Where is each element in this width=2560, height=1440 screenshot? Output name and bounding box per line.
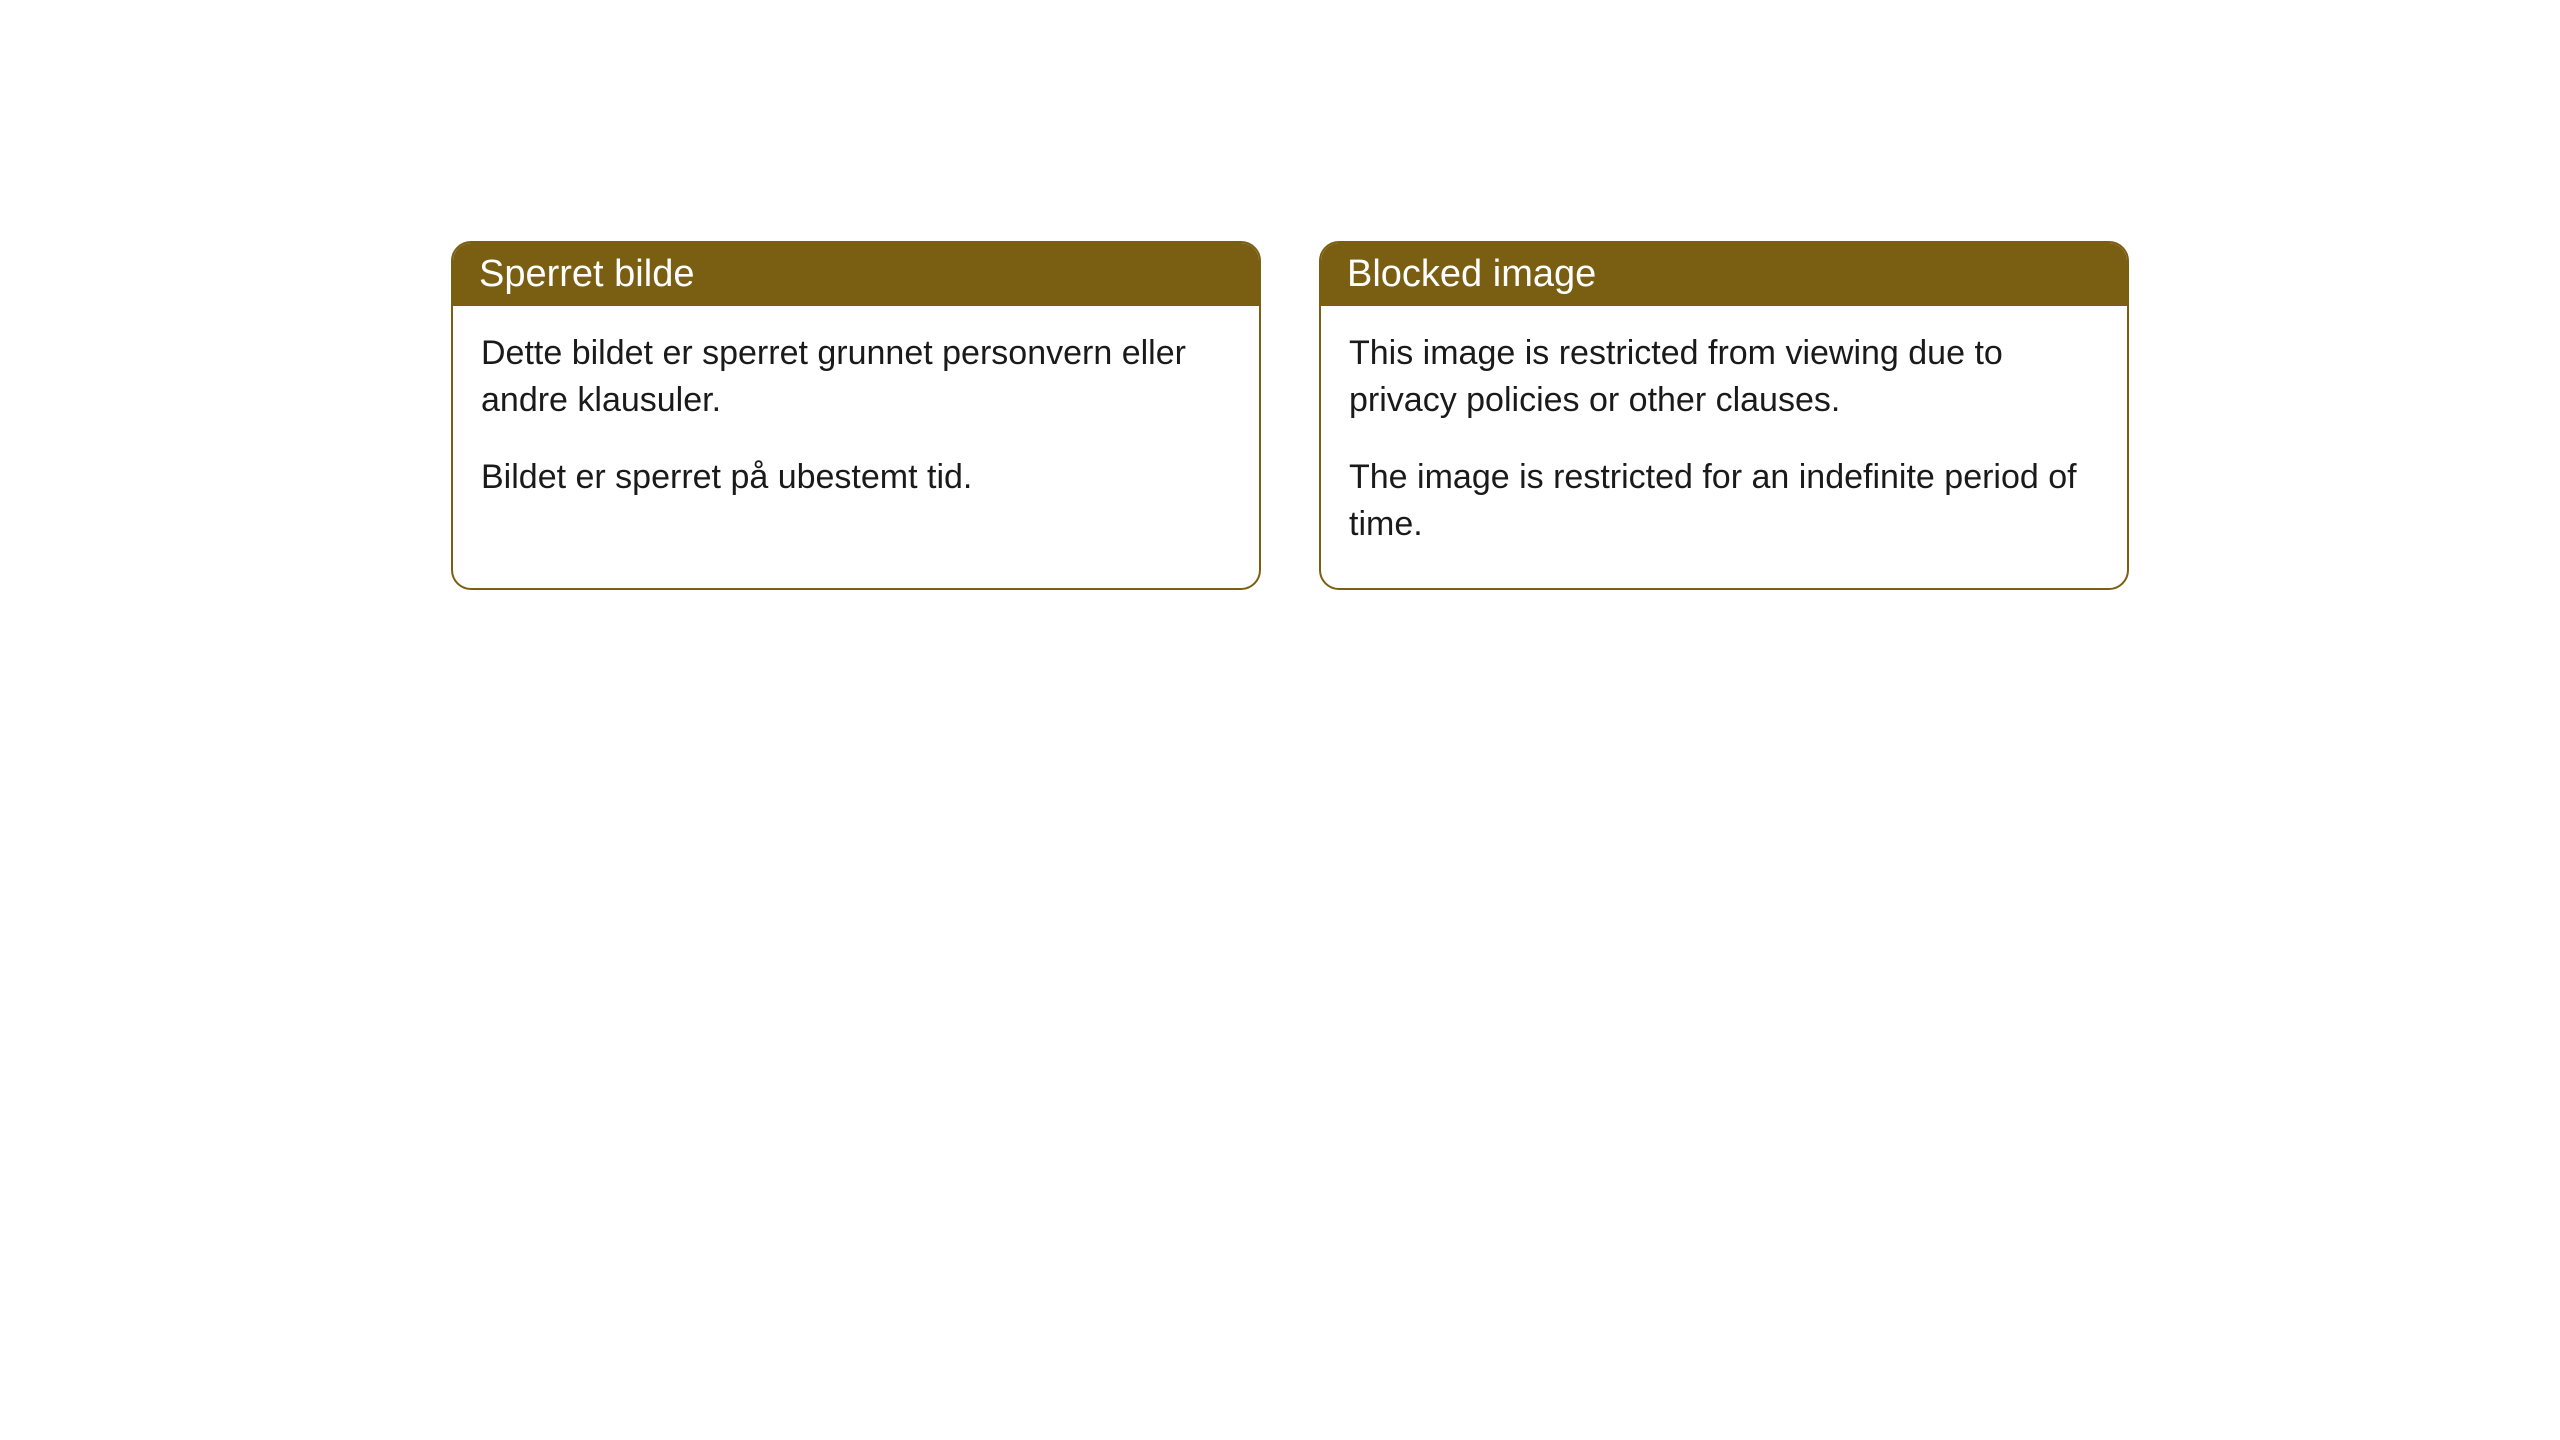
card-header: Sperret bilde — [453, 243, 1259, 306]
notice-cards-container: Sperret bilde Dette bildet er sperret gr… — [451, 241, 2129, 590]
notice-card-english: Blocked image This image is restricted f… — [1319, 241, 2129, 590]
card-body: Dette bildet er sperret grunnet personve… — [453, 306, 1259, 541]
card-paragraph: Dette bildet er sperret grunnet personve… — [481, 330, 1231, 424]
card-paragraph: Bildet er sperret på ubestemt tid. — [481, 454, 1231, 501]
card-title: Sperret bilde — [479, 253, 694, 295]
card-title: Blocked image — [1347, 253, 1596, 295]
card-header: Blocked image — [1321, 243, 2127, 306]
card-paragraph: This image is restricted from viewing du… — [1349, 330, 2099, 424]
card-body: This image is restricted from viewing du… — [1321, 306, 2127, 588]
card-paragraph: The image is restricted for an indefinit… — [1349, 454, 2099, 548]
notice-card-norwegian: Sperret bilde Dette bildet er sperret gr… — [451, 241, 1261, 590]
